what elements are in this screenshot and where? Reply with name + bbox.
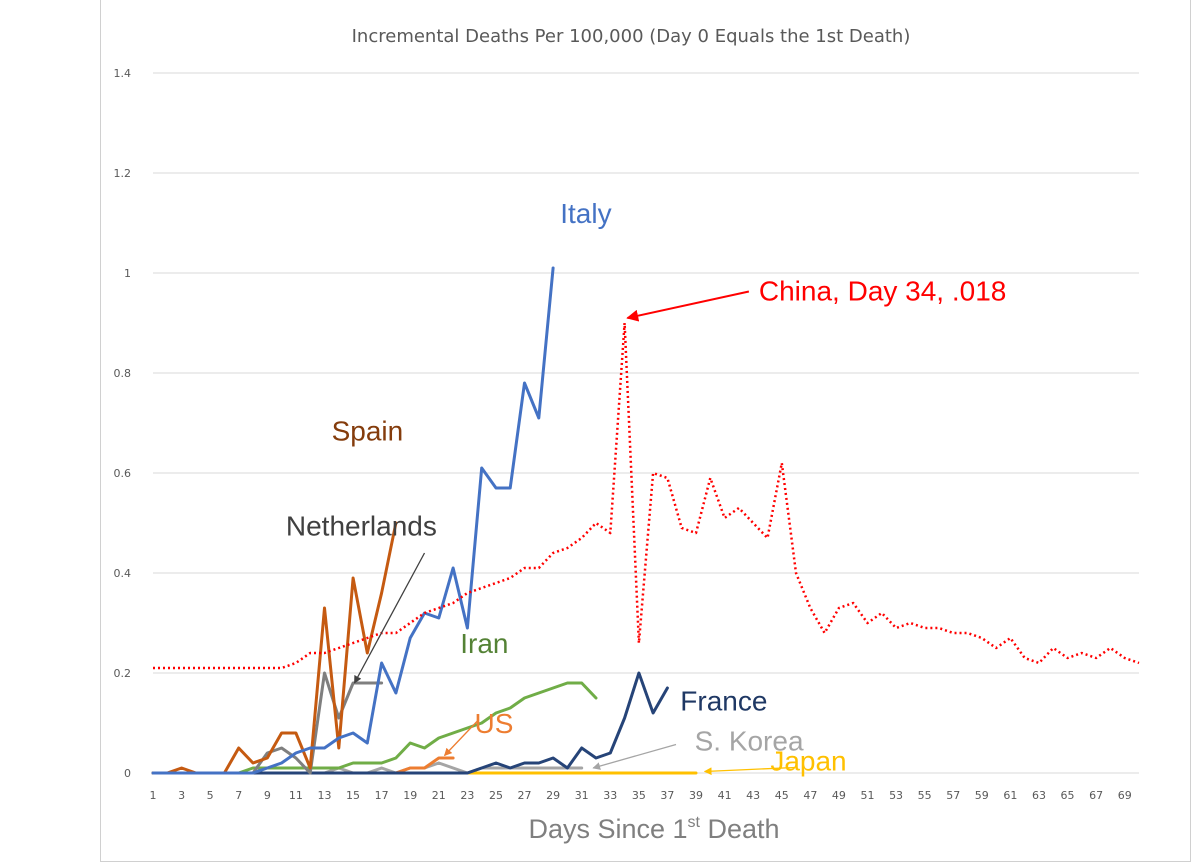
series-lines bbox=[151, 266, 1140, 775]
y-tick-label: 0.8 bbox=[114, 367, 132, 380]
x-tick-label: 39 bbox=[689, 789, 703, 802]
x-tick-label: 59 bbox=[975, 789, 989, 802]
x-tick-label: 11 bbox=[289, 789, 303, 802]
x-tick-label: 9 bbox=[264, 789, 271, 802]
x-tick-label: 41 bbox=[718, 789, 732, 802]
x-tick-label: 61 bbox=[1003, 789, 1017, 802]
x-axis-label-main: Days Since 1 bbox=[528, 814, 687, 844]
x-tick-label: 3 bbox=[178, 789, 185, 802]
x-tick-label: 13 bbox=[317, 789, 331, 802]
x-tick-label: 57 bbox=[946, 789, 960, 802]
x-tick-label: 55 bbox=[918, 789, 932, 802]
x-tick-label: 21 bbox=[432, 789, 446, 802]
y-tick-label: 0 bbox=[124, 767, 131, 780]
annotation-arrow bbox=[443, 720, 478, 757]
line-chart: 00.20.40.60.811.21.41 3 5 7 9 11 13 15 17 19 21 23 2… bbox=[114, 26, 1140, 844]
series-line-italy bbox=[151, 266, 555, 775]
series-line-france bbox=[151, 671, 669, 775]
annotation-arrow bbox=[592, 743, 677, 770]
x-tick-label: 37 bbox=[660, 789, 674, 802]
x-tick-label: 53 bbox=[889, 789, 903, 802]
series-line-spain bbox=[151, 521, 398, 775]
gridlines bbox=[153, 72, 1139, 674]
y-tick-label: 0.2 bbox=[114, 667, 132, 680]
x-tick-label: 1 bbox=[150, 789, 157, 802]
x-tick-label: 31 bbox=[575, 789, 589, 802]
y-tick-label: 1.2 bbox=[114, 167, 132, 180]
x-axis-label: Days Since 1st Death bbox=[528, 814, 779, 844]
x-tick-label: 7 bbox=[235, 789, 242, 802]
annotation-arrow bbox=[353, 552, 426, 684]
annotation-s-korea: S. Korea bbox=[695, 726, 804, 757]
x-tick-label: 47 bbox=[803, 789, 817, 802]
x-tick-label: 33 bbox=[603, 789, 617, 802]
y-tick-label: 0.6 bbox=[114, 467, 132, 480]
annotation-iran: Iran bbox=[460, 628, 508, 659]
x-tick-label: 5 bbox=[207, 789, 214, 802]
annotation-italy: Italy bbox=[560, 198, 611, 229]
annotation-china-day-34-018: China, Day 34, .018 bbox=[759, 276, 1007, 307]
x-tick-label: 69 bbox=[1118, 789, 1132, 802]
x-tick-label: 49 bbox=[832, 789, 846, 802]
x-tick-label: 51 bbox=[860, 789, 874, 802]
annotations: Italy China, Day 34, .018 Spain Netherlands… bbox=[286, 198, 1006, 777]
x-axis-label-sup: st bbox=[688, 814, 701, 831]
x-axis-label-suffix: Death bbox=[700, 814, 780, 844]
axes: 00.20.40.60.811.21.41 3 5 7 9 11 13 15 17 19 21 23 2… bbox=[114, 67, 1139, 802]
annotation-spain: Spain bbox=[332, 416, 404, 447]
annotation-arrow bbox=[626, 290, 750, 322]
series-line-china bbox=[153, 321, 1140, 670]
annotation-netherlands: Netherlands bbox=[286, 511, 437, 542]
x-tick-label: 45 bbox=[775, 789, 789, 802]
annotation-japan: Japan bbox=[770, 746, 846, 777]
x-tick-label: 25 bbox=[489, 789, 503, 802]
x-tick-label: 17 bbox=[375, 789, 389, 802]
chart-title: Incremental Deaths Per 100,000 (Day 0 Eq… bbox=[352, 26, 911, 47]
x-tick-label: 19 bbox=[403, 789, 417, 802]
x-tick-label: 35 bbox=[632, 789, 646, 802]
x-tick-label: 15 bbox=[346, 789, 360, 802]
x-tick-label: 63 bbox=[1032, 789, 1046, 802]
x-tick-label: 29 bbox=[546, 789, 560, 802]
annotation-arrow bbox=[703, 766, 795, 776]
y-tick-label: 1 bbox=[124, 267, 131, 280]
x-tick-label: 65 bbox=[1061, 789, 1075, 802]
x-tick-label: 67 bbox=[1089, 789, 1103, 802]
chart-frame: 0 0.2 0.4 0.6 0.8 1 1.2 1.4 1 3 5 7 9 11 13 15 17 19 21 23 2… bbox=[100, 0, 1191, 862]
annotation-france: France bbox=[680, 686, 767, 717]
x-tick-label: 43 bbox=[746, 789, 760, 802]
x-tick-label: 23 bbox=[460, 789, 474, 802]
x-tick-label: 27 bbox=[518, 789, 532, 802]
annotation-us: US bbox=[475, 708, 514, 739]
y-tick-label: 0.4 bbox=[114, 567, 132, 580]
y-tick-label: 1.4 bbox=[114, 67, 132, 80]
